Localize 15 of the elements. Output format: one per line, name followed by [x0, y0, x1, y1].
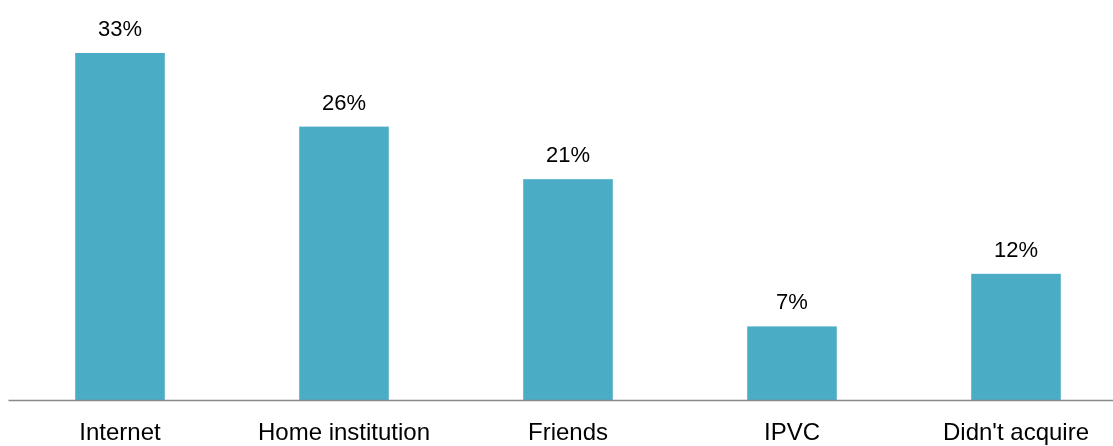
- data-label: 26%: [321, 89, 367, 115]
- data-label: 21%: [545, 142, 591, 168]
- bar: [75, 53, 165, 400]
- bar: [747, 326, 837, 400]
- x-tick-label: Home institution: [257, 418, 431, 446]
- data-label: 7%: [776, 289, 808, 315]
- x-tick-label: Friends: [527, 418, 609, 446]
- bar: [299, 126, 389, 400]
- data-label: 33%: [97, 16, 143, 41]
- data-label: 12%: [993, 236, 1039, 262]
- bar: [971, 273, 1061, 400]
- x-tick-label: Didn't acquire: [943, 418, 1089, 446]
- bar: [523, 179, 613, 400]
- x-tick-label: IPVC: [763, 418, 821, 446]
- x-tick-label: Internet: [79, 418, 162, 446]
